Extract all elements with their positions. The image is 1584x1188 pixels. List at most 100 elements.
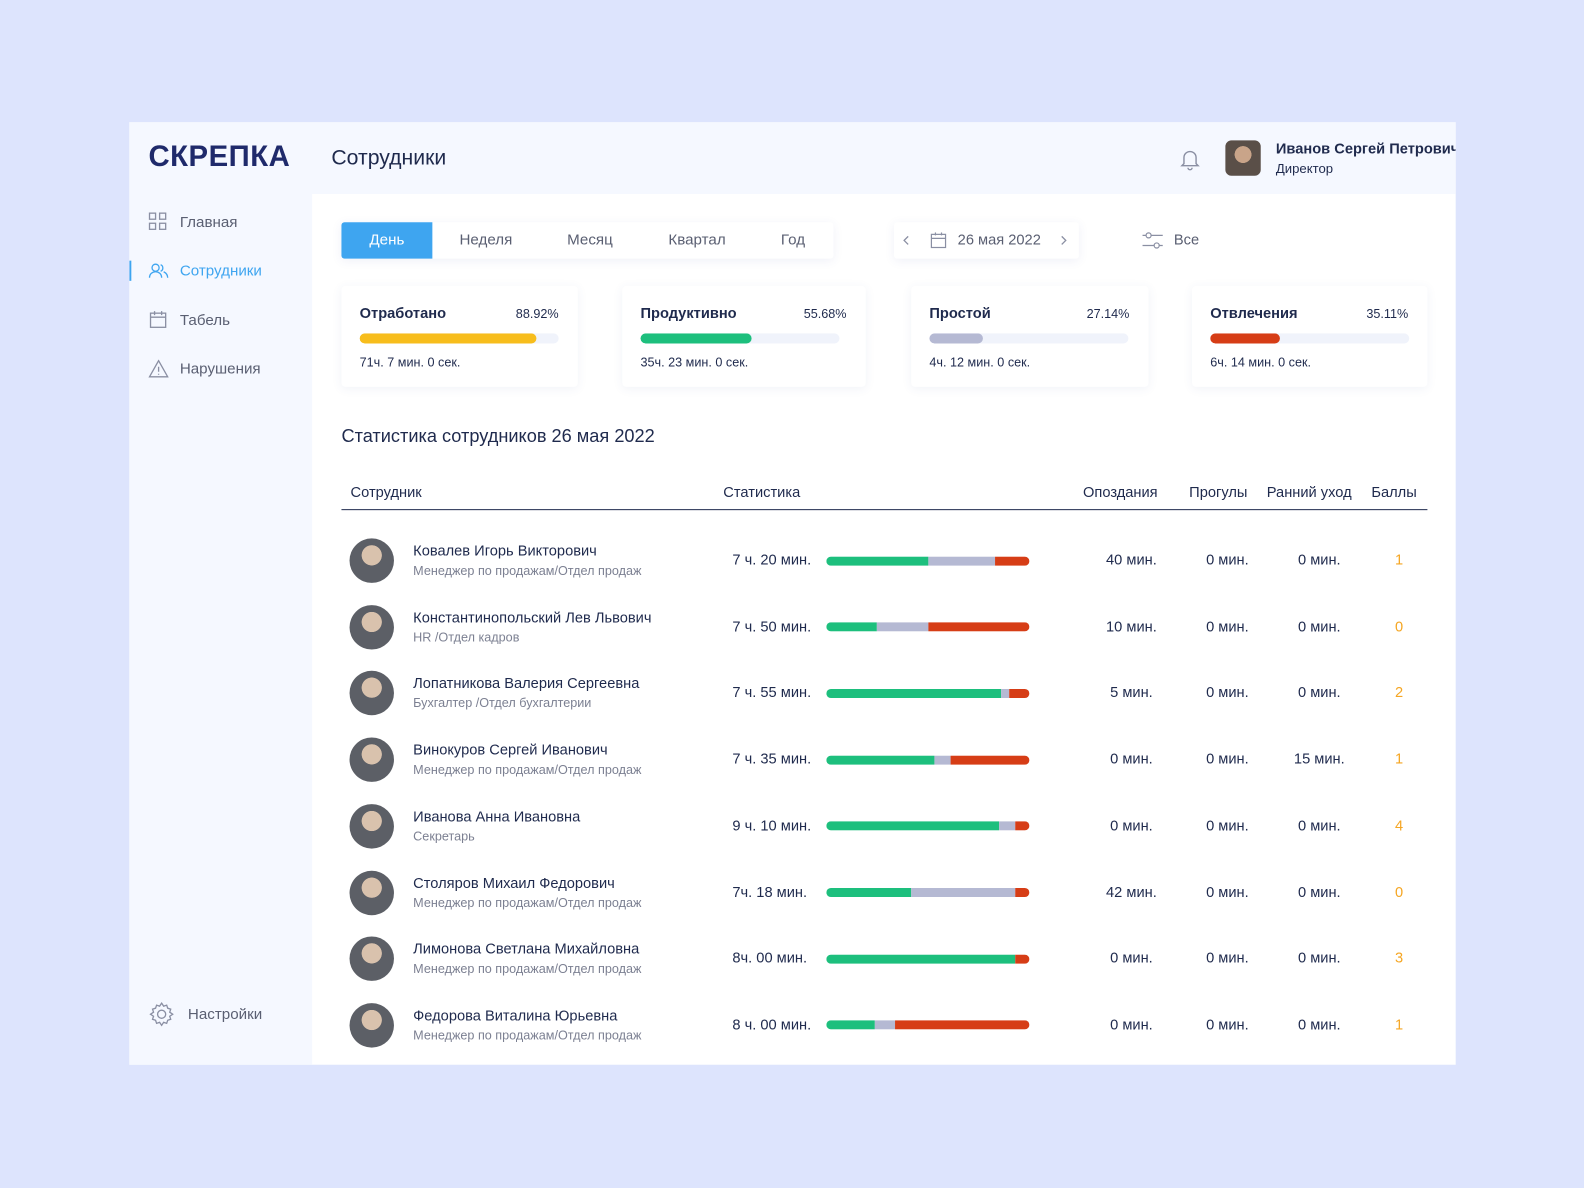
duration: 9 ч. 10 мин. <box>732 818 812 835</box>
employee-avatar <box>349 671 394 716</box>
card-time: 6ч. 14 мин. 0 сек. <box>1210 355 1312 370</box>
user-role: Директор <box>1275 161 1334 177</box>
card-title: Простой <box>929 306 991 323</box>
user-name: Иванов Сергей Петрович <box>1275 141 1456 158</box>
score: 1 <box>1395 552 1404 569</box>
stat-bar <box>826 1020 1030 1030</box>
early-leave: 0 мин. <box>1298 884 1341 901</box>
card-bar <box>640 333 752 344</box>
sidebar <box>129 193 313 1065</box>
stat-segment <box>927 556 995 566</box>
period-tab[interactable]: День <box>341 222 433 259</box>
period-tab[interactable]: Неделя <box>459 231 513 249</box>
stat-bar <box>826 755 1030 765</box>
duration: 7 ч. 35 мин. <box>732 751 812 768</box>
filter-label[interactable]: Все <box>1173 232 1200 249</box>
employee-avatar <box>349 803 394 849</box>
nav-item[interactable]: Главная <box>179 213 238 231</box>
score: 0 <box>1395 884 1404 901</box>
late: 40 мин. <box>1106 552 1157 569</box>
card-track <box>359 333 559 344</box>
stat-card: Продуктивно 55.68% 35ч. 23 мин. 0 сек. <box>622 285 866 387</box>
column-header: Прогулы <box>1189 484 1248 502</box>
employee-avatar <box>349 538 394 583</box>
user-avatar[interactable] <box>1225 140 1261 176</box>
early-leave: 0 мин. <box>1298 1017 1341 1034</box>
stat-segment <box>826 887 912 898</box>
stat-segment <box>875 1020 896 1030</box>
score: 4 <box>1395 818 1404 835</box>
stat-segment <box>826 821 999 831</box>
date-icon <box>930 232 947 249</box>
card-bar <box>929 333 984 344</box>
score: 3 <box>1395 950 1404 967</box>
absences: 0 мин. <box>1206 818 1249 835</box>
employee-position: Менеджер по продажам/Отдел продаж <box>413 895 642 910</box>
stat-segment <box>998 821 1016 831</box>
employee-name: Лимонова Светлана Михайловна <box>413 941 640 958</box>
nav-item[interactable]: Сотрудники <box>179 262 262 280</box>
logo: СКРЕПКА <box>148 140 291 174</box>
early-leave: 0 мин. <box>1298 618 1341 636</box>
employee-position: HR /Отдел кадров <box>413 630 520 645</box>
absences: 0 мин. <box>1206 618 1249 636</box>
employee-name: Столяров Михаил Федорович <box>413 875 615 892</box>
score: 1 <box>1395 1017 1404 1034</box>
stat-bar <box>826 887 1030 898</box>
card-time: 71ч. 7 мин. 0 сек. <box>359 355 461 370</box>
settings-icon[interactable] <box>149 1002 174 1027</box>
stat-segment <box>1015 954 1030 964</box>
nav-settings[interactable]: Настройки <box>187 1005 263 1023</box>
table-header-line <box>341 509 1428 511</box>
period-tab[interactable]: Месяц <box>567 231 613 249</box>
stat-segment <box>877 622 928 632</box>
next-date[interactable] <box>1060 234 1068 246</box>
employee-position: Менеджер по продажам/Отдел продаж <box>413 961 642 977</box>
card-time: 35ч. 23 мин. 0 сек. <box>640 355 749 370</box>
early-leave: 0 мин. <box>1298 818 1341 835</box>
nav-item[interactable]: Табель <box>179 311 230 329</box>
stat-segment <box>1015 887 1030 898</box>
page-title: Сотрудники <box>331 146 447 170</box>
employee-position: Бухгалтер /Отдел бухгалтерии <box>413 696 592 711</box>
card-track <box>640 333 840 344</box>
card-title: Отвлечения <box>1210 306 1298 323</box>
period-tab[interactable]: Квартал <box>668 231 726 249</box>
stat-bar <box>826 821 1030 831</box>
stat-card: Отвлечения 35.11% 6ч. 14 мин. 0 сек. <box>1192 285 1428 387</box>
late: 10 мин. <box>1106 618 1157 636</box>
stat-segment <box>826 755 934 765</box>
score: 2 <box>1395 685 1404 702</box>
period-tab[interactable]: Год <box>780 231 806 249</box>
early-leave: 0 мин. <box>1298 685 1341 702</box>
late: 5 мин. <box>1110 685 1153 702</box>
early-leave: 0 мин. <box>1298 552 1341 569</box>
card-bar <box>1210 333 1281 344</box>
late: 0 мин. <box>1110 818 1153 835</box>
stat-bar <box>826 954 1030 964</box>
stat-segment <box>994 556 1030 566</box>
employee-avatar <box>349 604 394 650</box>
employee-name: Лопатникова Валерия Сергеевна <box>413 676 640 693</box>
stat-bar <box>826 622 1030 632</box>
bell-icon[interactable] <box>1180 148 1200 171</box>
duration: 7 ч. 20 мин. <box>732 552 812 569</box>
duration: 8 ч. 00 мин. <box>732 1017 812 1034</box>
nav-active-marker <box>129 260 132 282</box>
card-percent: 88.92% <box>515 307 559 322</box>
card-bar <box>359 333 537 344</box>
filter-icon[interactable] <box>1142 231 1164 249</box>
nav-item[interactable]: Нарушения <box>179 360 261 378</box>
table-title: Статистика сотрудников 26 мая 2022 <box>341 425 655 447</box>
card-track <box>1210 333 1410 344</box>
column-header: Сотрудник <box>350 484 422 502</box>
prev-date[interactable] <box>902 234 910 246</box>
employee-avatar <box>349 1003 394 1048</box>
card-percent: 55.68% <box>803 307 847 322</box>
stat-bar <box>826 688 1030 698</box>
late: 0 мин. <box>1110 1017 1153 1034</box>
stat-segment <box>826 556 928 566</box>
employee-name: Иванова Анна Ивановна <box>413 808 581 826</box>
